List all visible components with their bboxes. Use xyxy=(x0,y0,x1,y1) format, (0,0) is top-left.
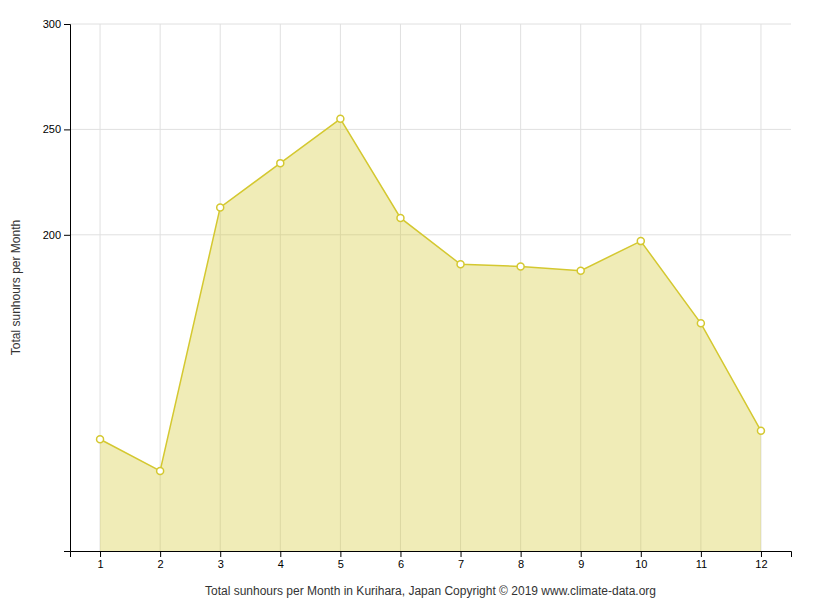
x-tick-mark xyxy=(641,551,642,557)
x-tick-label: 8 xyxy=(518,558,524,570)
x-tick-label: 11 xyxy=(696,558,707,570)
x-axis-line xyxy=(71,552,792,558)
x-tick: 10 xyxy=(635,551,647,570)
y-axis-line xyxy=(64,25,71,552)
point xyxy=(277,160,284,167)
x-tick: 8 xyxy=(518,551,524,570)
y-tick-label: 200 xyxy=(43,229,61,241)
grid-line xyxy=(70,129,791,130)
point xyxy=(577,267,584,274)
x-tick-label: 2 xyxy=(158,558,164,570)
area xyxy=(100,119,761,551)
x-axis: 123456789101112 xyxy=(71,551,792,570)
grid xyxy=(70,24,791,551)
x-tick-mark xyxy=(521,551,522,557)
x-tick: 6 xyxy=(398,551,404,570)
x-tick-mark xyxy=(100,551,101,557)
y-tick: 200 xyxy=(43,229,70,241)
y-tick-label: 250 xyxy=(43,123,61,135)
grid-line xyxy=(70,24,791,25)
y-tick-mark xyxy=(64,24,70,25)
x-tick-mark xyxy=(761,551,762,557)
x-tick-label: 12 xyxy=(755,558,767,570)
x-tick-label: 4 xyxy=(278,558,284,570)
grid-line xyxy=(70,234,791,235)
x-tick-mark xyxy=(461,551,462,557)
x-tick-label: 10 xyxy=(635,558,647,570)
x-tick-mark xyxy=(340,551,341,557)
x-tick: 2 xyxy=(158,551,164,570)
y-tick: 250 xyxy=(43,123,70,135)
x-tick-label: 3 xyxy=(218,558,224,570)
y-axis-title: Total sunhours per Month xyxy=(9,220,23,355)
marks xyxy=(97,115,765,551)
x-tick-mark xyxy=(701,551,702,557)
x-tick: 3 xyxy=(218,551,224,570)
point xyxy=(217,204,224,211)
x-tick-mark xyxy=(400,551,401,557)
chart: 123456789101112200250300Total sunhours p… xyxy=(0,0,815,611)
x-tick-label: 5 xyxy=(338,558,344,570)
x-tick-label: 6 xyxy=(398,558,404,570)
y-tick-label: 300 xyxy=(43,18,61,30)
y-tick-mark xyxy=(64,235,70,236)
y-tick: 300 xyxy=(43,18,70,30)
x-tick-label: 7 xyxy=(458,558,464,570)
y-tick-mark xyxy=(64,129,70,130)
x-tick: 11 xyxy=(696,551,707,570)
point xyxy=(397,214,404,221)
x-tick: 4 xyxy=(278,551,284,570)
point xyxy=(697,320,704,327)
x-axis-title: Total sunhours per Month in Kurihara, Ja… xyxy=(205,584,656,598)
point xyxy=(337,115,344,122)
x-tick: 5 xyxy=(338,551,344,570)
point xyxy=(637,238,644,245)
point xyxy=(757,427,764,434)
x-tick: 12 xyxy=(755,551,767,570)
x-tick: 1 xyxy=(97,551,103,570)
x-tick-mark xyxy=(581,551,582,557)
plot: 123456789101112200250300 xyxy=(43,18,792,570)
x-tick-mark xyxy=(280,551,281,557)
x-tick: 7 xyxy=(458,551,464,570)
point xyxy=(157,467,164,474)
point xyxy=(517,263,524,270)
x-tick-label: 9 xyxy=(578,558,584,570)
x-tick: 9 xyxy=(578,551,584,570)
line xyxy=(100,119,761,471)
x-tick-mark xyxy=(220,551,221,557)
x-tick-label: 1 xyxy=(97,558,103,570)
point xyxy=(97,436,104,443)
point xyxy=(457,261,464,268)
y-axis: 200 250 300 xyxy=(43,18,71,551)
x-tick-mark xyxy=(160,551,161,557)
